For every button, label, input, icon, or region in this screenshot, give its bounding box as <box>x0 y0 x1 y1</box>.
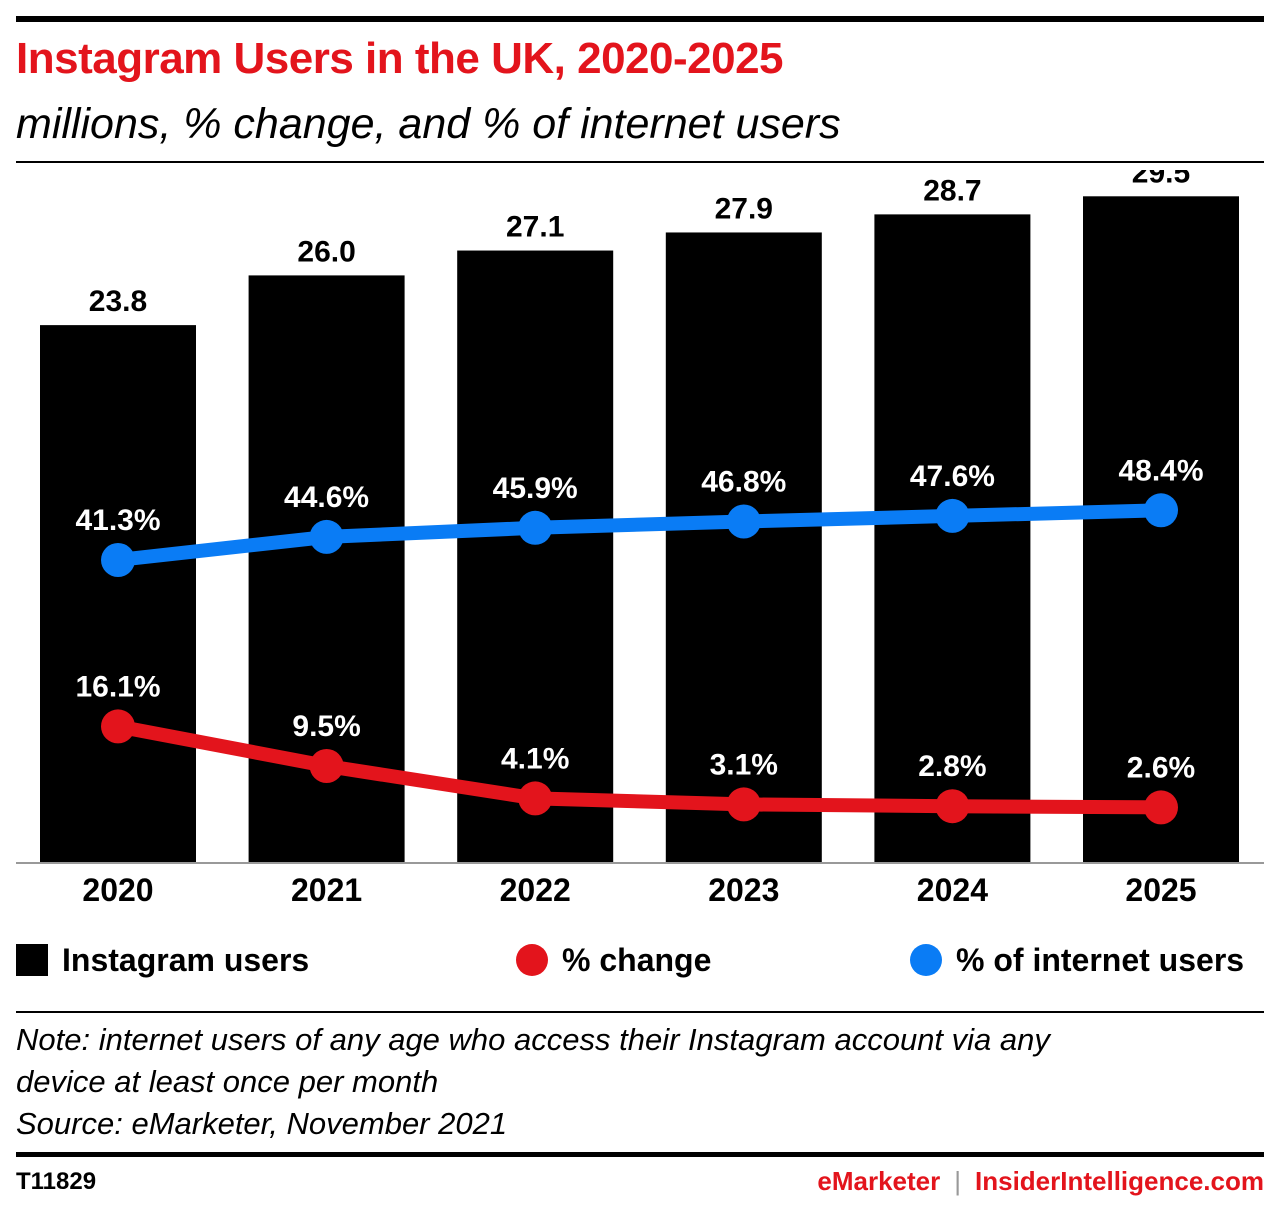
internet-users-point-2024 <box>935 498 970 533</box>
internet-users-label-2022: 45.9% <box>493 472 578 505</box>
x-tick-2021: 2021 <box>291 872 362 908</box>
x-tick-group: 2020 2021 2022 2023 2024 2025 <box>82 872 1196 908</box>
internet-users-label-2021: 44.6% <box>284 481 369 514</box>
x-tick-2022: 2022 <box>500 872 571 908</box>
notes-divider <box>16 1011 1264 1013</box>
internet-users-line <box>111 503 1168 567</box>
brand-insider-intelligence: InsiderIntelligence.com <box>975 1166 1264 1196</box>
internet-users-point-2021 <box>309 519 344 554</box>
legend-label-internet-users: % of internet users <box>956 941 1245 978</box>
pct-change-label-2024: 2.8% <box>918 750 986 783</box>
chart-id: T11829 <box>16 1168 97 1195</box>
pct-change-point-2022 <box>518 781 553 816</box>
legend-item-internet-users: % of internet users <box>910 940 1244 980</box>
header-divider <box>16 161 1264 163</box>
x-tick-2025: 2025 <box>1125 872 1196 908</box>
combo-chart: 23.8 26.0 27.1 27.9 28.7 29.5 41.3% 44.6% 45.9%… <box>16 170 1264 908</box>
bar-2023 <box>665 232 822 864</box>
chart-subtitle: millions, % change, and % of internet us… <box>16 100 841 148</box>
internet-users-point-2025 <box>1144 493 1178 528</box>
x-tick-2023: 2023 <box>708 872 779 908</box>
internet-users-point-2023 <box>726 504 761 539</box>
x-tick-2024: 2024 <box>917 872 988 908</box>
bar-2020 <box>40 325 196 863</box>
internet-users-point-2020 <box>101 543 135 577</box>
legend-square-icon <box>16 944 48 976</box>
pct-change-point-2025 <box>1144 790 1178 825</box>
pct-change-point-2020 <box>101 709 135 744</box>
bar-2022 <box>457 250 614 863</box>
bar-2024 <box>874 214 1031 863</box>
pct-change-label-2022: 4.1% <box>501 742 569 775</box>
brand-separator: | <box>954 1166 962 1196</box>
internet-users-label-2024: 47.6% <box>910 460 995 493</box>
line-series-group: 41.3% 44.6% 45.9% 46.8% 47.6% 48.4% 16.1% 9.5% 4… <box>75 454 1204 825</box>
bar-label-2021: 26.0 <box>297 235 355 268</box>
bar-label-2022: 27.1 <box>506 211 564 244</box>
legend-blue-dot-icon <box>910 944 942 976</box>
pct-change-label-2020: 16.1% <box>75 670 160 703</box>
note-line-1: Note: internet users of any age who acce… <box>16 1022 1050 1057</box>
bar-label-2020: 23.8 <box>89 285 147 318</box>
chart-title: Instagram Users in the UK, 2020-2025 <box>16 34 784 83</box>
note-line-2: device at least once per month <box>16 1064 439 1099</box>
legend-item-instagram-users: Instagram users <box>16 940 309 980</box>
bar-2025 <box>1083 196 1239 864</box>
internet-users-label-2023: 46.8% <box>701 466 786 499</box>
pct-change-point-2023 <box>726 787 761 822</box>
legend-label-instagram-users: Instagram users <box>62 941 310 978</box>
bar-label-2023: 27.9 <box>715 192 773 225</box>
pct-change-point-2021 <box>309 749 344 783</box>
brand-emarketer: eMarketer <box>817 1166 941 1196</box>
internet-users-point-2022 <box>518 510 553 545</box>
bar-label-2025: 29.5 <box>1132 170 1190 189</box>
pct-change-label-2023: 3.1% <box>710 748 778 781</box>
bar-label-2024: 28.7 <box>923 174 981 207</box>
bar-label-group: 23.8 26.0 27.1 27.9 28.7 29.5 <box>89 170 1190 318</box>
source-line: Source: eMarketer, November 2021 <box>16 1106 508 1141</box>
footer-rule <box>16 1152 1264 1157</box>
pct-change-line <box>111 719 1168 815</box>
legend-label-change: % change <box>562 941 712 978</box>
legend-red-dot-icon <box>516 944 548 976</box>
legend-item-change: % change <box>516 940 711 980</box>
bar-group <box>40 196 1239 864</box>
internet-users-label-2020: 41.3% <box>75 504 160 537</box>
top-rule <box>16 16 1264 22</box>
pct-change-label-2025: 2.6% <box>1127 751 1195 784</box>
brand-footer: eMarketer | InsiderIntelligence.com <box>817 1166 1264 1197</box>
x-tick-2020: 2020 <box>82 872 153 908</box>
internet-users-label-2025: 48.4% <box>1118 454 1203 487</box>
pct-change-label-2021: 9.5% <box>292 710 360 743</box>
pct-change-point-2024 <box>935 789 970 824</box>
